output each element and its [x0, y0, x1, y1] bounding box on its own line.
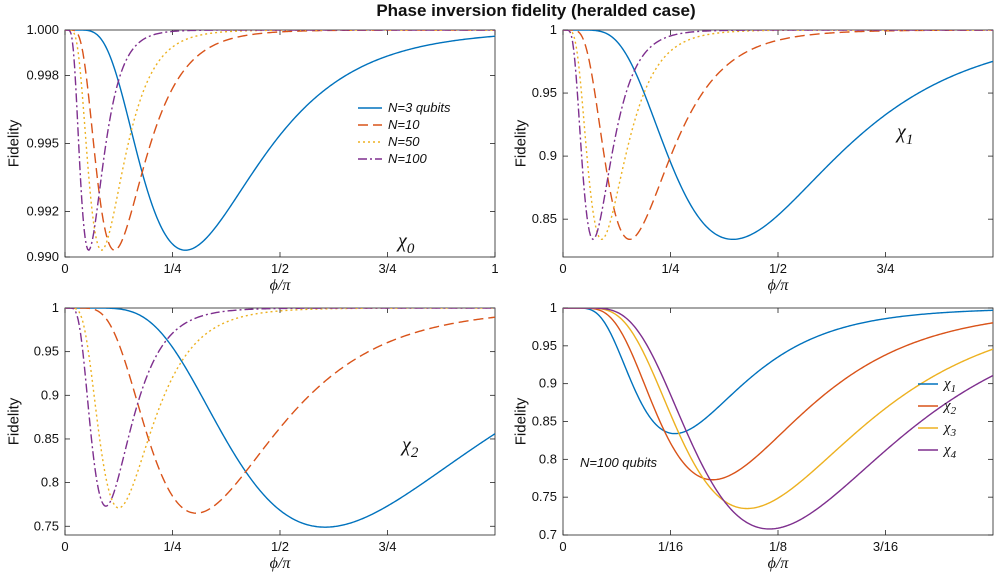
y-tick-label: 1 [550, 22, 557, 37]
legend-label: χ1 [942, 376, 956, 395]
y-tick-label: 0.992 [26, 204, 59, 219]
x-tick-label: 1/2 [271, 261, 289, 276]
legend-label-subscript: 3 [950, 427, 957, 439]
y-axis-label: Fidelity [6, 119, 23, 167]
x-tick-label: 1/2 [271, 539, 289, 554]
series-line-4 [563, 30, 993, 241]
axes-frame [64, 307, 496, 536]
series-line-1 [65, 308, 495, 528]
y-axis-label: Fidelity [513, 119, 530, 167]
series-line-2 [65, 30, 495, 251]
annotation-subscript: 2 [411, 445, 419, 461]
series-line-3 [563, 30, 993, 240]
series-line-2 [563, 30, 993, 241]
legend-label-symbol: χ [942, 376, 951, 392]
x-tick-label: 0 [61, 539, 68, 554]
x-axis-label: ϕ/π [768, 555, 790, 572]
x-tick-label: 1 [491, 261, 498, 276]
axes-frame [562, 29, 994, 258]
y-tick-label: 1 [550, 300, 557, 315]
y-tick-label: 0.8 [539, 451, 557, 466]
x-axis-label: ϕ/π [768, 277, 790, 294]
legend-label: χ2 [942, 398, 957, 417]
x-axis-label: ϕ/π [270, 277, 292, 294]
x-tick-label: 3/4 [378, 261, 396, 276]
series-line-4 [65, 308, 495, 507]
y-tick-label: 0.998 [26, 67, 59, 82]
x-tick-label: 1/2 [769, 261, 787, 276]
legend-label-symbol: χ [942, 442, 951, 458]
annotation-subscript: 0 [407, 241, 415, 257]
y-tick-label: 0.990 [26, 249, 59, 264]
x-tick-label: 1/4 [163, 539, 181, 554]
legend-label-subscript: 1 [951, 383, 957, 395]
x-tick-label: 1/4 [661, 261, 679, 276]
legend-label: N=3 qubits [388, 100, 451, 115]
annotation-symbol: χ [895, 121, 907, 143]
legend-label: χ4 [942, 442, 957, 461]
panel-annotation: χ0 [396, 230, 415, 257]
y-tick-label: 0.95 [34, 344, 59, 359]
x-tick-label: 0 [559, 539, 566, 554]
y-tick-label: 0.9 [539, 148, 557, 163]
y-tick-label: 0.95 [532, 85, 557, 100]
annotation-subscript: 1 [906, 132, 914, 148]
y-tick-label: 0.85 [532, 211, 557, 226]
y-tick-label: 0.9 [41, 387, 59, 402]
y-tick-label: 0.85 [34, 431, 59, 446]
annotation-symbol: χ [400, 434, 412, 456]
y-axis-label: Fidelity [6, 397, 23, 445]
figure-title: Phase inversion fidelity (heralded case) [376, 1, 695, 20]
panel-annotation: χ2 [400, 434, 419, 461]
x-tick-label: 3/4 [378, 539, 396, 554]
annotation-symbol: χ [396, 230, 408, 252]
series-line-1 [563, 308, 993, 435]
x-tick-label: 3/16 [873, 539, 898, 554]
x-tick-label: 1/4 [163, 261, 181, 276]
series-line-1 [65, 30, 495, 251]
y-tick-label: 0.7 [539, 527, 557, 542]
panel-annotation: N=100 qubits [580, 455, 657, 470]
legend-label: N=100 [388, 151, 427, 166]
y-tick-label: 1 [52, 300, 59, 315]
y-tick-label: 0.95 [532, 338, 557, 353]
axes-frame [562, 307, 994, 536]
y-tick-label: 0.75 [34, 518, 59, 533]
x-tick-label: 0 [559, 261, 566, 276]
axes-frame [64, 29, 496, 258]
y-tick-label: 0.75 [532, 489, 557, 504]
legend-label-symbol: χ [942, 398, 951, 414]
legend-label-subscript: 2 [951, 405, 957, 417]
y-tick-label: 0.995 [26, 136, 59, 151]
legend-label-subscript: 4 [951, 449, 957, 461]
series-line-2 [65, 308, 495, 514]
legend-label: N=10 [388, 117, 420, 132]
y-axis-label: Fidelity [513, 397, 530, 445]
panel-annotation: χ1 [895, 121, 913, 148]
y-tick-label: 1.000 [26, 22, 59, 37]
y-tick-label: 0.9 [539, 376, 557, 391]
legend-label: N=50 [388, 134, 420, 149]
legend-label-symbol: χ [942, 420, 951, 436]
x-axis-label: ϕ/π [270, 555, 292, 572]
series-line-1 [563, 30, 993, 241]
series-line-2 [563, 308, 993, 481]
series-line-3 [65, 308, 495, 509]
x-tick-label: 3/4 [876, 261, 894, 276]
x-tick-label: 1/16 [658, 539, 683, 554]
x-tick-label: 1/8 [769, 539, 787, 554]
x-tick-label: 0 [61, 261, 68, 276]
legend-label: χ3 [942, 420, 957, 439]
series-line-4 [563, 308, 993, 530]
y-tick-label: 0.8 [41, 475, 59, 490]
y-tick-label: 0.85 [532, 414, 557, 429]
